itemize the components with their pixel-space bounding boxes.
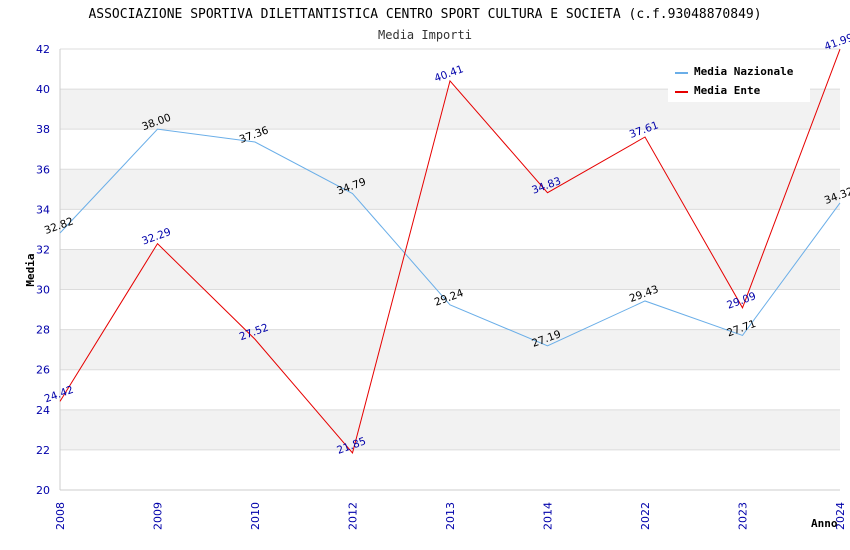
series-line-nazionale [59,128,841,347]
grid-band [60,209,840,250]
x-tick-label: 2013 [444,502,457,530]
grid-band [60,249,840,290]
y-tick-label: 26 [36,364,50,377]
x-tick-labels: 2008 2009 2010 2012 2013 2014 2022 2023 2024 [54,502,847,530]
grid-band [60,449,840,490]
y-tick-labels: 20 22 24 26 28 30 32 34 36 38 40 42 [36,43,50,497]
grid-band [60,329,840,370]
grid-band [60,169,840,210]
x-tick-label: 2014 [542,502,555,530]
series-lines [59,49,841,454]
grid-band [60,409,840,450]
legend-label-ente: Media Ente [694,84,761,97]
x-tick-label: 2024 [834,502,847,530]
x-tick-label: 2012 [347,502,360,530]
y-tick-label: 20 [36,484,50,497]
x-tick-label: 2023 [737,502,750,530]
legend: Media Nazionale Media Ente [668,62,810,102]
y-tick-label: 42 [36,43,50,56]
y-tick-label: 28 [36,324,50,337]
y-tick-label: 34 [36,203,50,216]
y-tick-label: 32 [36,243,50,256]
y-tick-label: 40 [36,83,50,96]
x-tick-label: 2010 [249,502,262,530]
chart-title: ASSOCIAZIONE SPORTIVA DILETTANTISTICA CE… [88,7,761,22]
legend-background [668,62,810,102]
grid-bands [60,49,840,490]
y-tick-label: 30 [36,284,50,297]
y-tick-label: 38 [36,123,50,136]
grid-band [60,289,840,330]
chart-subtitle: Media Importi [378,28,472,42]
y-tick-label: 36 [36,163,50,176]
y-tick-label: 22 [36,444,50,457]
series-line-ente [59,49,841,454]
grid-band [60,129,840,170]
y-axis-label: Media [24,253,37,286]
y-tick-label: 24 [36,404,50,417]
x-tick-label: 2008 [54,502,67,530]
x-tick-label: 2009 [152,502,165,530]
legend-label-nazionale: Media Nazionale [694,65,794,78]
x-axis-label: Anno [811,517,838,530]
grid-lines [60,48,840,491]
grid-band [60,369,840,410]
x-tick-label: 2022 [639,502,652,530]
